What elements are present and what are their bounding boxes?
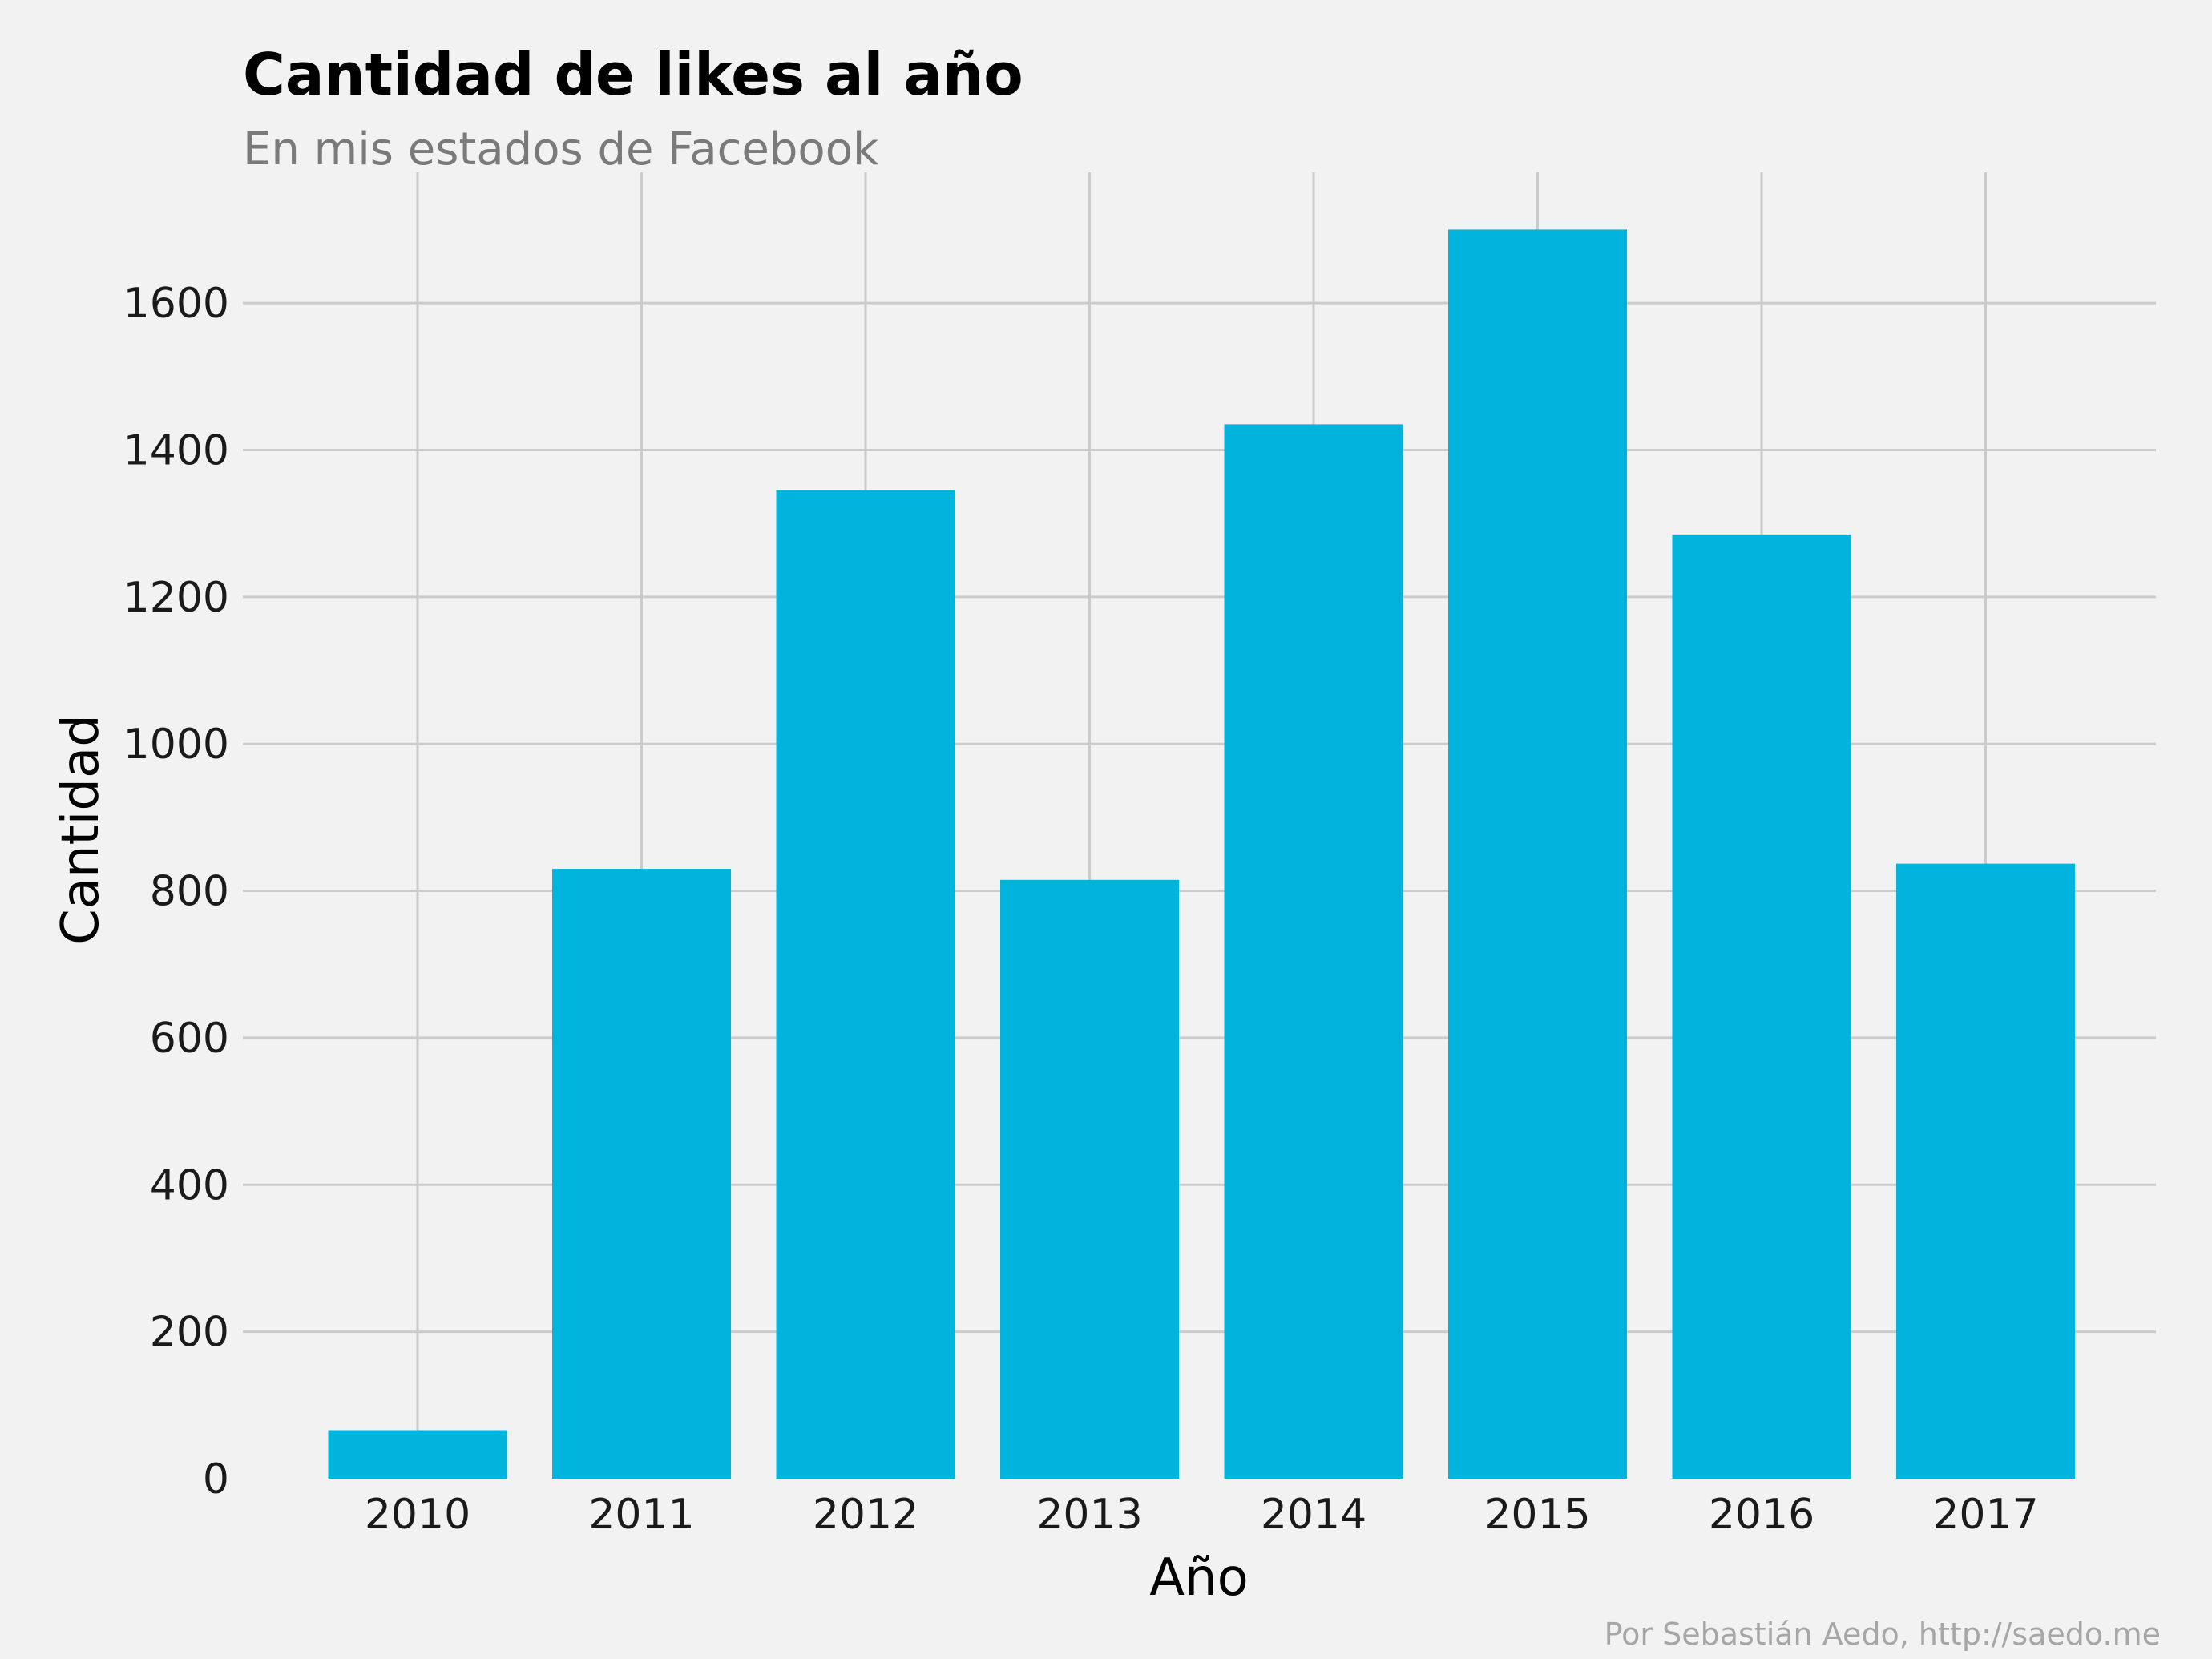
x-tick-label-2014: 2014: [1261, 1491, 1366, 1539]
x-tick-label-2015: 2015: [1484, 1491, 1590, 1539]
bar-2014: [1224, 424, 1403, 1479]
x-tick-label-2010: 2010: [365, 1491, 470, 1539]
bar-2017: [1896, 863, 2075, 1479]
y-tick-label-1200: 1200: [123, 574, 229, 622]
x-tick-label-2013: 2013: [1036, 1491, 1142, 1539]
y-tick-label-0: 0: [203, 1455, 229, 1504]
y-tick-label-1600: 1600: [123, 280, 229, 328]
x-axis-title: Año: [1149, 1548, 1249, 1608]
bars: [328, 229, 2075, 1479]
x-tick-label-2016: 2016: [1709, 1491, 1814, 1539]
x-tick-labels: 2010 2011 2012 2013 2014 2015 2016 2017: [365, 1491, 2039, 1539]
bar-2010: [328, 1430, 507, 1479]
y-tick-label-1000: 1000: [123, 721, 229, 769]
bar-2012: [776, 490, 955, 1479]
bar-2015: [1448, 229, 1627, 1479]
y-tick-label-800: 800: [150, 868, 229, 916]
bar-2013: [1000, 879, 1179, 1479]
bar-2011: [552, 869, 731, 1479]
y-gridlines: [243, 301, 2156, 1334]
x-tick-label-2012: 2012: [813, 1491, 918, 1539]
bar-2016: [1672, 534, 1851, 1479]
x-tick-label-2017: 2017: [1932, 1491, 2038, 1539]
x-tick-label-2011: 2011: [588, 1491, 694, 1539]
chart-caption: Por Sebastián Aedo, http://saedo.me: [1605, 1617, 2161, 1652]
y-tick-labels: 0 200 400 600 800 1000 1200 1400 1600: [123, 280, 229, 1504]
chart-title: Cantidad de likes al año: [243, 41, 1023, 108]
y-axis-title: Cantidad: [51, 714, 111, 945]
chart-subtitle: En mis estados de Facebook: [243, 123, 879, 176]
y-tick-label-400: 400: [150, 1161, 229, 1209]
y-tick-label-1400: 1400: [123, 426, 229, 474]
y-tick-label-600: 600: [150, 1015, 229, 1063]
y-tick-label-200: 200: [150, 1309, 229, 1357]
